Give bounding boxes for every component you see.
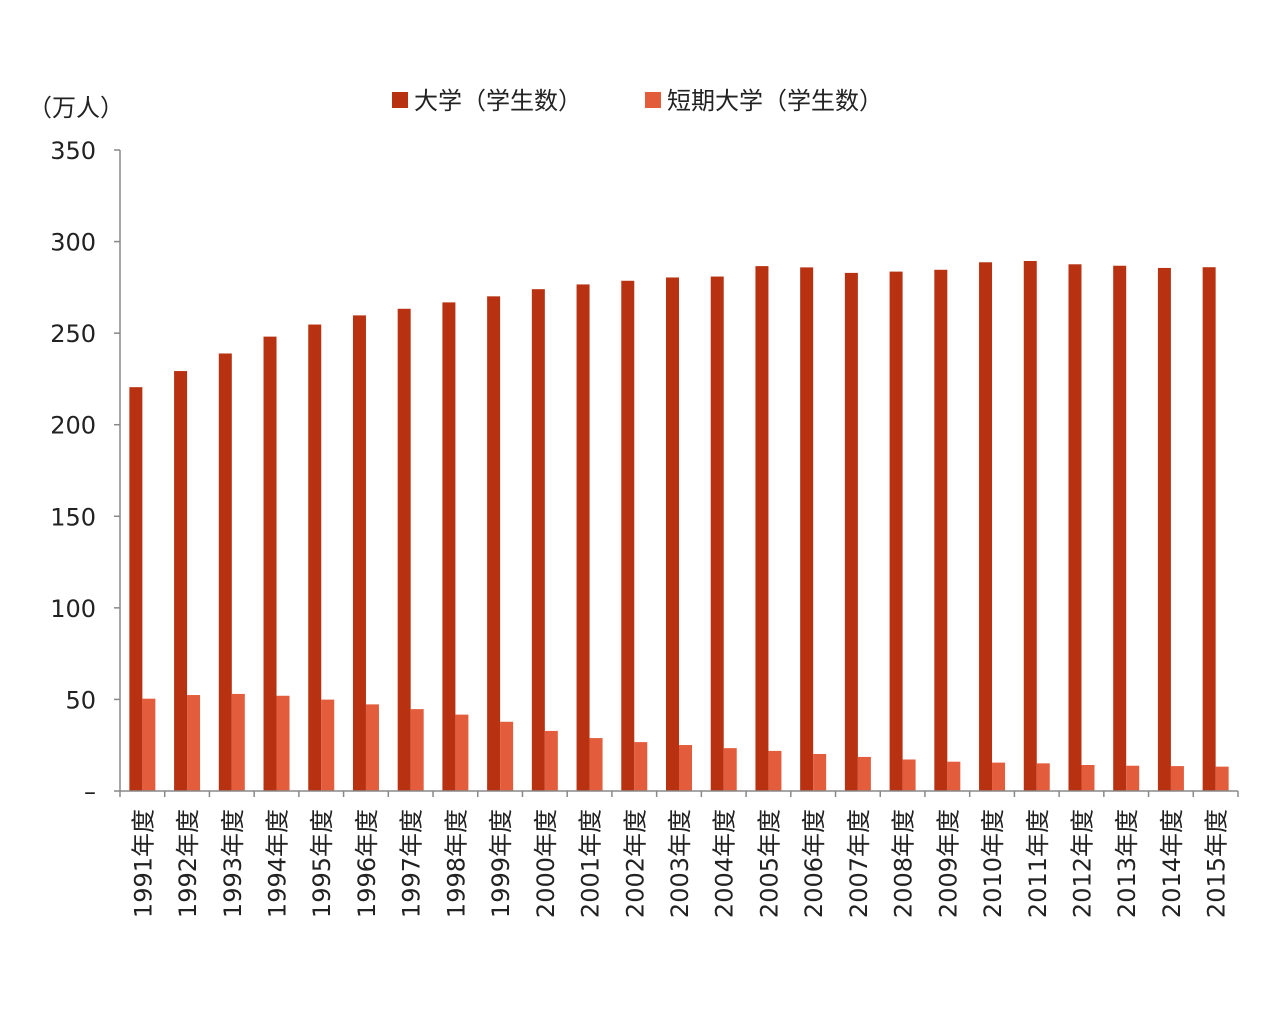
bar-university	[174, 371, 188, 791]
x-category-label: 1996年度	[353, 809, 381, 918]
bar-university	[889, 271, 903, 792]
bar-university	[308, 324, 322, 791]
x-category-label: 2002年度	[621, 809, 649, 918]
bar-junior-college	[410, 709, 424, 791]
x-category-label: 2003年度	[666, 809, 694, 918]
x-category-label: 1993年度	[219, 809, 247, 918]
bar-university	[352, 315, 366, 791]
bar-university	[621, 280, 635, 791]
bar-junior-college	[1215, 766, 1229, 791]
y-tick-label: 250	[50, 320, 96, 348]
bar-university	[129, 387, 143, 791]
bar-junior-college	[947, 761, 961, 791]
x-category-label: 1997年度	[398, 809, 426, 918]
legend-label-junior-college: 短期大学（学生数）	[667, 87, 883, 115]
x-category-label: 1999年度	[487, 809, 515, 918]
x-category-label: 2000年度	[532, 809, 560, 918]
x-category-label: 1992年度	[174, 809, 202, 918]
bar-junior-college	[857, 756, 871, 791]
x-category-label: 2006年度	[800, 809, 828, 918]
bar-university	[666, 277, 679, 792]
y-tick-label: –	[84, 778, 96, 806]
bar-junior-college	[723, 748, 737, 791]
bar-university	[1202, 267, 1216, 791]
bar-university	[1068, 264, 1082, 791]
bar-university	[800, 267, 814, 792]
bar-university	[934, 269, 948, 792]
bar-university	[979, 262, 993, 791]
bar-junior-college	[231, 693, 245, 791]
bar-junior-college	[679, 745, 692, 791]
bar-university	[576, 284, 590, 791]
bar-junior-college	[1081, 764, 1095, 791]
bar-junior-college	[455, 714, 469, 791]
bar-junior-college	[321, 699, 335, 791]
bar-junior-college	[1036, 763, 1050, 791]
x-category-label: 1994年度	[264, 809, 292, 918]
bar-junior-college	[1170, 766, 1184, 791]
legend: 大学（学生数） 短期大学（学生数）	[392, 87, 883, 115]
bar-junior-college	[142, 698, 156, 791]
bar-junior-college	[365, 704, 379, 791]
y-axis-ticks: – 50 100 150 200 250 300 350	[50, 137, 120, 806]
y-tick-label: 350	[50, 137, 96, 165]
bar-university	[218, 353, 232, 791]
bar-university	[844, 272, 858, 791]
y-tick-label: 100	[50, 595, 96, 623]
x-category-label: 2001年度	[577, 809, 605, 918]
x-category-label: 2015年度	[1203, 809, 1231, 918]
x-category-label: 2009年度	[934, 809, 962, 918]
x-axis-ticks	[119, 791, 1239, 797]
bar-university	[1157, 267, 1171, 792]
bar-university	[1113, 265, 1127, 791]
bar-junior-college	[768, 750, 782, 791]
x-category-label: 2004年度	[711, 809, 739, 918]
y-tick-label: 300	[50, 229, 96, 257]
bars	[129, 260, 1229, 792]
bar-junior-college	[589, 738, 603, 791]
x-category-label: 2012年度	[1068, 809, 1096, 918]
bar-junior-college	[500, 721, 514, 791]
bar-university	[710, 276, 724, 791]
bar-junior-college	[992, 762, 1006, 791]
y-tick-label: 50	[65, 686, 96, 714]
bar-university	[1023, 260, 1037, 791]
legend-swatch-university	[392, 92, 408, 108]
x-category-label: 1995年度	[308, 809, 336, 918]
bar-university	[442, 302, 456, 791]
bar-university	[263, 336, 277, 791]
bar-junior-college	[902, 759, 916, 791]
bar-university	[531, 289, 545, 791]
x-category-label: 2008年度	[890, 809, 918, 918]
x-category-label: 1998年度	[442, 809, 470, 918]
x-category-label: 2010年度	[979, 809, 1007, 918]
bar-junior-college	[813, 754, 827, 791]
x-category-label: 1991年度	[129, 809, 157, 918]
legend-swatch-junior-college	[645, 92, 661, 108]
y-tick-label: 150	[50, 503, 96, 531]
x-category-label: 2013年度	[1113, 809, 1141, 918]
legend-label-university: 大学（学生数）	[414, 87, 582, 115]
bar-junior-college	[1126, 765, 1140, 791]
bar-university	[487, 296, 501, 791]
bar-university	[397, 308, 411, 791]
bar-university	[755, 266, 769, 792]
y-tick-label: 200	[50, 412, 96, 440]
y-axis-unit-label: （万人）	[28, 94, 124, 122]
bar-junior-college	[187, 695, 201, 791]
x-category-label: 2014年度	[1158, 809, 1186, 918]
bar-junior-college	[634, 742, 648, 791]
bar-junior-college	[276, 695, 290, 791]
x-axis-labels: 1991年度 1992年度 1993年度 1994年度 1995年度 1996年度 1997…	[129, 809, 1230, 918]
x-category-label: 2007年度	[845, 809, 873, 918]
x-category-label: 2005年度	[755, 809, 783, 918]
bar-junior-college	[544, 730, 558, 791]
x-category-label: 2011年度	[1024, 809, 1052, 918]
